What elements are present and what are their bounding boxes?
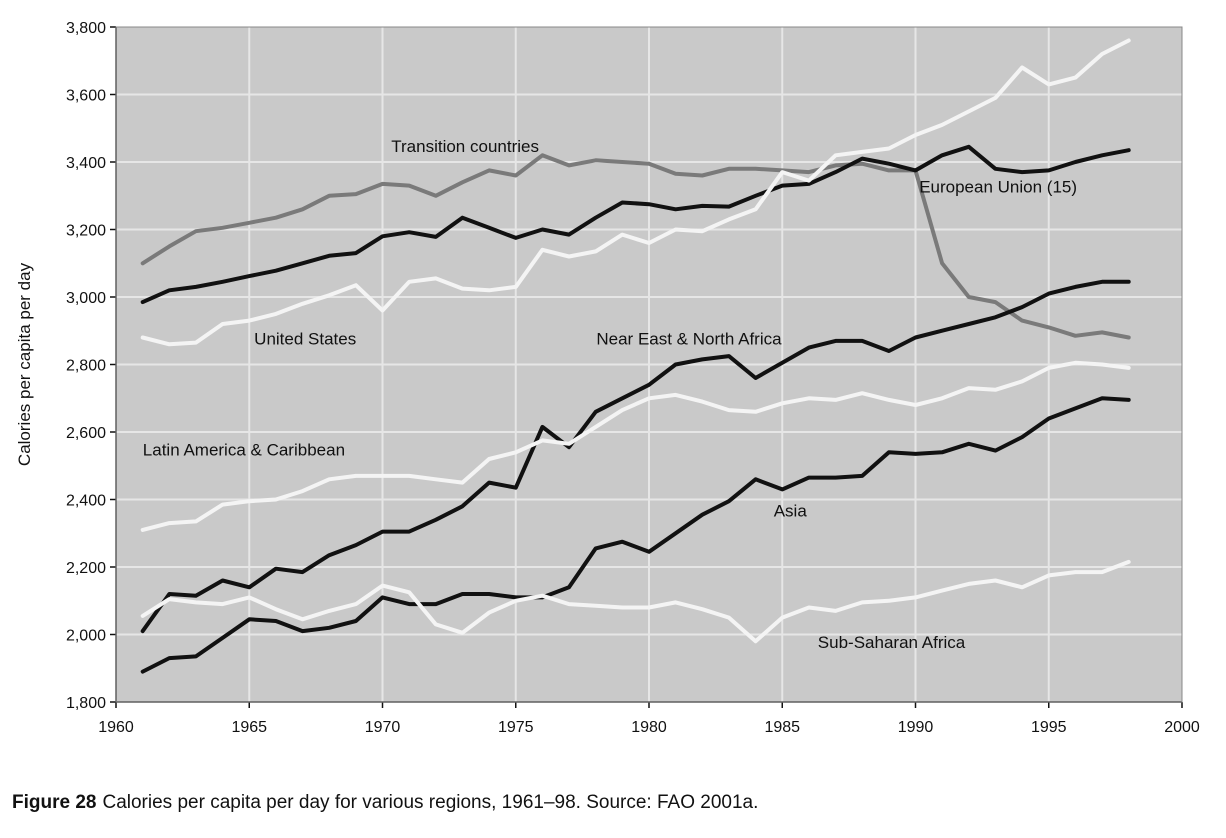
y-tick-label: 3,200 [66,223,106,240]
series-line-near-east-north-africa [140,279,1131,634]
caption-text: Calories per capita per day for various … [102,792,759,813]
series-label: Near East & North Africa [596,329,782,348]
x-tick-label: 1990 [898,719,934,736]
y-tick-label: 2,000 [66,628,106,645]
line-chart: 1,800 2,000 2,200 2,400 2,600 2,800 3,000 3,200… [15,20,1200,736]
series-line-european-union-15 [140,144,1131,305]
y-axis-label: Calories per capita per day [15,262,34,466]
y-tick-label: 3,600 [66,88,106,105]
y-tick-label: 3,800 [66,20,106,37]
series-line-transition-countries [140,153,1131,340]
figure-caption: Figure 28 Calories per capita per day for… [12,792,758,814]
series-label: Transition countries [391,137,539,156]
series-label: European Union (15) [919,177,1077,196]
series-line-latin-america-caribbean [140,360,1131,532]
series-label: Sub-Saharan Africa [818,633,966,652]
y-tick-label: 1,800 [66,695,106,712]
series-label: Asia [774,501,808,520]
figure-number: Figure 28 [12,792,97,813]
series-labels: Transition countries European Union (15) U… [143,137,1077,652]
y-tick-label: 2,800 [66,358,106,375]
y-tick-label: 2,400 [66,493,106,510]
y-tick-label: 2,200 [66,560,106,577]
x-tick-label: 1975 [498,719,534,736]
x-tick-label: 1995 [1031,719,1067,736]
x-tick-label: 1980 [631,719,667,736]
x-tick-label: 1960 [98,719,134,736]
y-tick-label: 2,600 [66,425,106,442]
y-tick-label: 3,400 [66,155,106,172]
x-tick-label: 1965 [231,719,267,736]
series-line-asia [140,396,1131,674]
x-tick-label: 1970 [365,719,401,736]
axes: 1,800 2,000 2,200 2,400 2,600 2,800 3,000 3,200… [66,20,1200,736]
series-lines [140,38,1131,674]
series-label: United States [254,329,356,348]
x-tick-label: 1985 [764,719,800,736]
y-tick-label: 3,000 [66,290,106,307]
x-tick-label: 2000 [1164,719,1200,736]
series-label: Latin America & Caribbean [143,441,345,460]
series-line-united-states [140,38,1131,347]
plot-border [115,26,1183,703]
gridlines [116,27,1182,702]
series-line-sub-saharan-africa [140,559,1131,644]
